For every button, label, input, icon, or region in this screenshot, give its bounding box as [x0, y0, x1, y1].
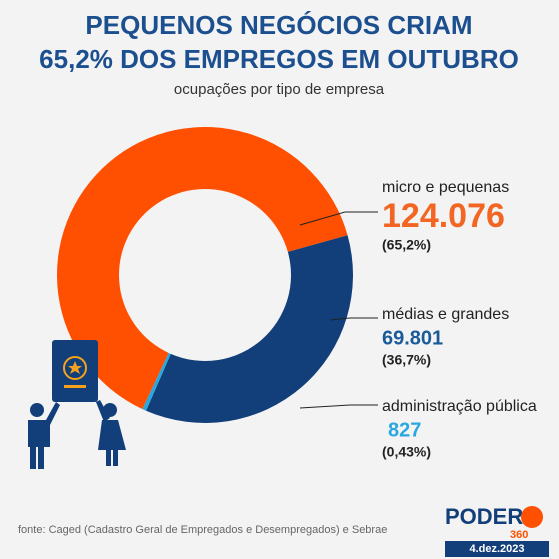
person-body	[28, 402, 60, 469]
leader-line	[299, 404, 378, 409]
subtitle: ocupações por tipo de empresa	[174, 81, 385, 98]
date: 4.dez.2023	[469, 543, 524, 555]
passport-line	[64, 385, 86, 388]
leader-line	[299, 211, 378, 226]
logo: PODER 360 4.dez.2023	[445, 504, 549, 557]
donut-segment	[146, 235, 354, 423]
value-label: 827	[388, 419, 421, 441]
title-line: 65,2% DOS EMPREGOS EM OUTUBRO	[39, 44, 519, 74]
value-label: 124.076	[382, 197, 505, 235]
leader-lines	[299, 211, 378, 409]
source: fonte: Caged (Cadastro Geral de Empregad…	[18, 524, 387, 536]
category-label: micro e pequenas	[382, 179, 509, 196]
brand-circle	[521, 506, 543, 528]
donut-segment	[57, 127, 348, 410]
person-body	[96, 400, 126, 466]
passport-star	[68, 361, 82, 374]
date-bar	[445, 541, 549, 557]
passport-emblem	[63, 356, 87, 380]
share-label: (0,43%)	[382, 444, 431, 460]
title-line: PEQUENOS NEGÓCIOS CRIAM	[85, 10, 472, 40]
donut	[57, 127, 354, 423]
share-label: (36,7%)	[382, 352, 431, 368]
donut-segment	[142, 352, 171, 411]
brand-number: 360	[510, 529, 528, 541]
brand: PODER	[445, 504, 523, 529]
share-label: (65,2%)	[382, 237, 431, 253]
category-label: médias e grandes	[382, 306, 509, 323]
person-head	[30, 403, 44, 417]
value-label: 69.801	[382, 327, 443, 349]
leader-line	[329, 317, 378, 321]
people-icon	[28, 340, 126, 469]
category-label: administração pública	[382, 398, 537, 415]
